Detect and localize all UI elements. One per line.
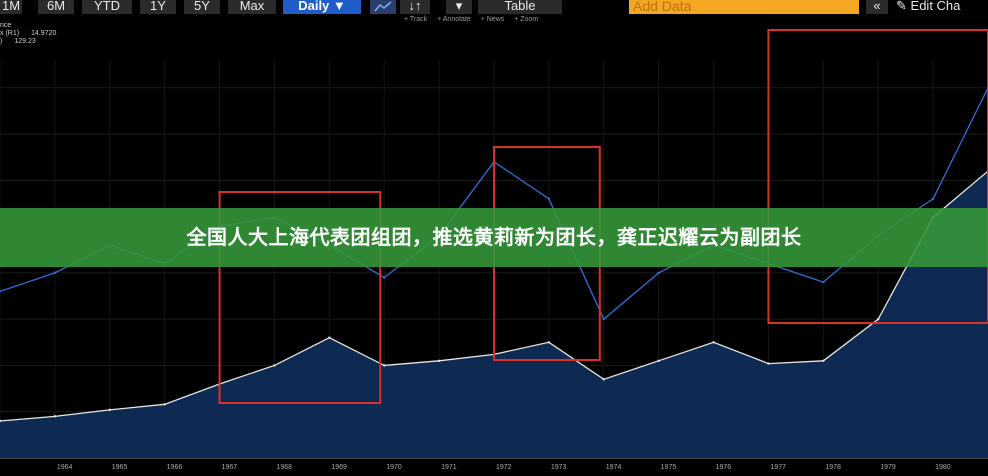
x-tick-label: 1964: [56, 464, 73, 471]
series-1-point: [328, 336, 331, 339]
x-tick-label: 1979: [880, 464, 896, 471]
chart-area-layer: [0, 171, 988, 458]
series-1-point: [657, 359, 660, 363]
zoom-tool[interactable]: + Zoom: [514, 16, 539, 23]
series-2-point: [0, 290, 2, 293]
chart-toolbar: 1M 6M YTD 1Y 5Y Max Daily ▼ ↓↑ ▾ Table A…: [0, 0, 988, 14]
series-1-point: [547, 341, 551, 344]
add-data-input[interactable]: Add Data: [629, 0, 859, 14]
series-1-point: [767, 362, 770, 365]
x-tick-label: 1975: [660, 464, 677, 471]
legend-row-2: ) 129.23: [0, 38, 36, 45]
series-1-point: [383, 364, 386, 367]
series-1-point: [53, 415, 57, 418]
series-1-point: [108, 408, 111, 412]
series-1-point: [877, 317, 880, 321]
x-tick-label: 1972: [496, 464, 512, 471]
line-chart-icon[interactable]: [370, 0, 396, 14]
range-1m-button[interactable]: 1M: [0, 0, 22, 14]
table-button[interactable]: Table: [478, 0, 562, 14]
interval-dropdown[interactable]: Daily ▼: [283, 0, 361, 14]
series-1-area: [0, 171, 988, 458]
edit-chart-button[interactable]: ✎ Edit Cha: [896, 0, 988, 14]
chart-subtools: + Track + Annotate + News + Zoom: [404, 16, 546, 23]
range-ytd-button[interactable]: YTD: [82, 0, 132, 14]
pencil-icon: ✎: [896, 0, 907, 13]
range-1y-button[interactable]: 1Y: [140, 0, 176, 14]
range-6m-button[interactable]: 6M: [38, 0, 74, 14]
x-tick-label: 1971: [441, 464, 457, 471]
news-banner: 全国人大上海代表团组团，推选黄莉新为团长，龚正迟耀云为副团长: [0, 208, 988, 267]
collapse-icon[interactable]: «: [866, 0, 888, 14]
x-axis: 1964 1965 1966 1967 1968 1969 1970 1971 1972 1973…: [0, 458, 988, 476]
series-2-point: [383, 276, 386, 279]
series-2-point: [547, 197, 551, 201]
highlight-box-1: [218, 191, 382, 404]
x-tick-label: 1978: [825, 464, 841, 471]
series-1-point: [602, 378, 605, 381]
news-tool[interactable]: + News: [480, 16, 505, 23]
news-banner-text: 全国人大上海代表团组团，推选黄莉新为团长，龚正迟耀云为副团长: [186, 225, 802, 249]
legend-title: rice: [0, 22, 12, 29]
series-1-point: [712, 341, 715, 344]
edit-chart-label: Edit Cha: [910, 0, 961, 13]
x-tick-label: 1973: [550, 464, 567, 471]
x-tick-label: 1970: [386, 464, 402, 471]
series-1-point: [437, 359, 441, 363]
legend-row-1: x (R1) 14.9720: [0, 30, 57, 37]
series-2-point: [931, 197, 935, 201]
chart-legend: rice x (R1) 14.9720 ) 129.23: [0, 22, 56, 46]
x-tick-label: 1974: [605, 464, 622, 471]
series-2-point: [822, 280, 825, 284]
series-1-point: [0, 419, 2, 423]
x-tick-label: 1966: [166, 464, 183, 471]
compare-icon[interactable]: ↓↑: [400, 0, 430, 14]
highlight-box-3: [767, 29, 988, 324]
x-tick-label: 1967: [221, 464, 238, 471]
series-1-point: [822, 359, 825, 363]
x-tick-label: 1968: [276, 464, 293, 471]
more-dropdown-icon[interactable]: ▾: [446, 0, 472, 14]
x-tick-label: 1976: [715, 464, 732, 471]
x-tick-label: 1965: [111, 464, 128, 471]
series-1-point: [273, 364, 276, 367]
series-1-point: [163, 403, 166, 406]
series-2-point: [657, 271, 660, 275]
range-5y-button[interactable]: 5Y: [184, 0, 220, 14]
x-tick-label: 1980: [935, 464, 951, 471]
series-2-point: [602, 317, 605, 321]
x-tick-label: 1969: [331, 464, 347, 471]
x-tick-label: 1977: [770, 464, 787, 471]
annotate-tool[interactable]: + Annotate: [437, 16, 471, 23]
range-max-button[interactable]: Max: [228, 0, 276, 14]
series-2-point: [53, 271, 57, 275]
track-tool[interactable]: + Track: [404, 16, 428, 23]
